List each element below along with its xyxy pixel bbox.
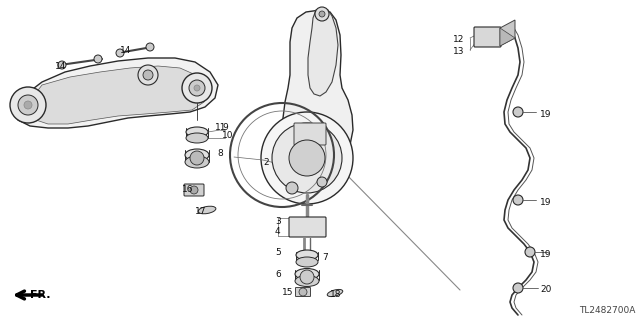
- Text: 17: 17: [195, 207, 207, 216]
- Ellipse shape: [198, 206, 216, 214]
- Polygon shape: [500, 20, 515, 46]
- FancyBboxPatch shape: [296, 287, 310, 297]
- Text: 3: 3: [275, 217, 281, 226]
- Ellipse shape: [327, 289, 343, 297]
- Circle shape: [146, 43, 154, 51]
- Circle shape: [116, 49, 124, 57]
- Circle shape: [24, 101, 32, 109]
- Circle shape: [317, 177, 327, 187]
- Circle shape: [143, 70, 153, 80]
- Circle shape: [182, 73, 212, 103]
- Text: 19: 19: [540, 198, 552, 207]
- Text: TL2482700A: TL2482700A: [579, 306, 635, 315]
- FancyBboxPatch shape: [184, 184, 204, 196]
- Circle shape: [58, 61, 66, 69]
- Polygon shape: [15, 58, 218, 128]
- Text: 15: 15: [282, 288, 294, 297]
- Ellipse shape: [185, 149, 209, 161]
- Circle shape: [513, 107, 523, 117]
- Text: 18: 18: [330, 290, 342, 299]
- Circle shape: [189, 80, 205, 96]
- Text: 4: 4: [275, 227, 280, 236]
- Circle shape: [94, 55, 102, 63]
- Ellipse shape: [185, 156, 209, 168]
- Text: 5: 5: [275, 248, 281, 257]
- Text: 16: 16: [182, 185, 193, 194]
- Ellipse shape: [186, 133, 208, 143]
- Circle shape: [18, 95, 38, 115]
- Ellipse shape: [296, 250, 318, 260]
- Circle shape: [138, 65, 158, 85]
- Circle shape: [513, 283, 523, 293]
- FancyBboxPatch shape: [294, 123, 326, 145]
- Polygon shape: [500, 28, 515, 46]
- Text: 19: 19: [540, 250, 552, 259]
- Circle shape: [261, 112, 353, 204]
- Circle shape: [194, 85, 200, 91]
- Text: FR.: FR.: [30, 290, 51, 300]
- Circle shape: [190, 151, 204, 165]
- Circle shape: [286, 182, 298, 194]
- Text: 2: 2: [263, 158, 269, 167]
- Text: 13: 13: [453, 47, 465, 56]
- Circle shape: [289, 140, 325, 176]
- Circle shape: [319, 11, 325, 17]
- Circle shape: [299, 288, 307, 296]
- FancyBboxPatch shape: [289, 217, 326, 237]
- Text: 10: 10: [222, 132, 234, 140]
- Circle shape: [525, 247, 535, 257]
- Circle shape: [190, 186, 198, 194]
- Circle shape: [513, 195, 523, 205]
- Polygon shape: [30, 66, 208, 124]
- Circle shape: [300, 270, 314, 284]
- Ellipse shape: [295, 268, 319, 279]
- Ellipse shape: [295, 276, 319, 286]
- Text: 8: 8: [217, 148, 223, 157]
- Text: 11: 11: [215, 124, 227, 132]
- Ellipse shape: [186, 127, 208, 137]
- Text: 14: 14: [120, 46, 131, 55]
- Circle shape: [10, 87, 46, 123]
- Polygon shape: [282, 10, 353, 190]
- Text: 6: 6: [275, 270, 281, 279]
- Text: 20: 20: [540, 285, 552, 294]
- Polygon shape: [308, 8, 338, 96]
- Text: 7: 7: [322, 253, 328, 262]
- Text: 9: 9: [222, 123, 228, 132]
- Ellipse shape: [296, 257, 318, 267]
- Circle shape: [315, 7, 329, 21]
- Text: 19: 19: [540, 110, 552, 119]
- Text: 12: 12: [453, 35, 465, 44]
- Circle shape: [272, 123, 342, 193]
- Text: 14: 14: [55, 62, 67, 71]
- FancyBboxPatch shape: [474, 27, 501, 47]
